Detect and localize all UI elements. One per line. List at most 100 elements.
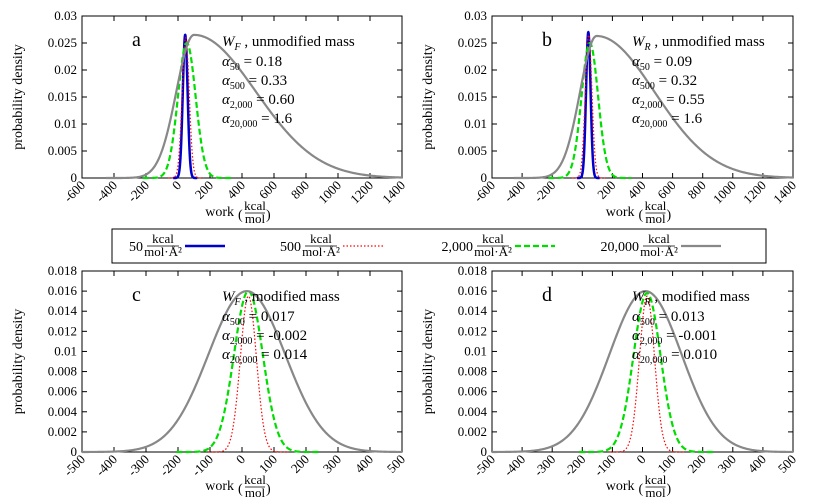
y-axis-label: probability density (421, 44, 436, 149)
series-line-500 (168, 36, 204, 179)
alpha-annotation: α500 = 0.33 (222, 73, 287, 92)
y-axis-label: probability density (421, 309, 436, 414)
x-axis-unit-den: mol (645, 211, 666, 226)
x-tick-label: 0 (233, 452, 248, 467)
x-tick-label: -300 (125, 452, 152, 479)
x-axis-unit-num: kcal (645, 472, 667, 487)
y-tick-label: 0.014 (48, 303, 78, 318)
x-tick-label: -200 (531, 178, 558, 205)
alpha-annotation: α20,000 = 1.6 (632, 111, 703, 130)
x-tick-label: -400 (93, 178, 120, 205)
panel-title: WR , modified mass (632, 289, 750, 308)
alpha-annotation: α50 = 0.09 (632, 54, 692, 73)
y-tick-label: 0.03 (54, 8, 77, 23)
alpha-annotation: α2,000 = -0.002 (222, 328, 307, 347)
y-tick-label: 0.025 (458, 35, 487, 50)
y-tick-label: 0.01 (464, 116, 487, 131)
y-tick-label: 0.002 (48, 424, 77, 439)
panel-c: 0 0.002 0.004 0.006 0.008 0.01 0.012 0.014 0.016… (11, 263, 408, 498)
x-axis-paren-open: ( (238, 208, 243, 223)
x-tick-label: 0 (633, 452, 648, 467)
x-axis-paren-open: ( (639, 208, 644, 223)
y-tick-label: 0.012 (48, 323, 77, 338)
panel-letter: c (132, 284, 141, 306)
alpha-annotation: α2,000 = 0.60 (222, 92, 295, 111)
legend-value: 20,000 (601, 240, 640, 255)
y-tick-label: 0.018 (48, 263, 77, 278)
x-tick-label: 1200 (347, 178, 376, 207)
alpha-annotation: α2,000 = 0.55 (632, 92, 705, 111)
y-tick-label: 0.01 (464, 343, 487, 358)
x-tick-label: -400 (501, 178, 528, 205)
x-tick-label: -500 (61, 452, 88, 479)
y-tick-label: 0.006 (458, 384, 488, 399)
panel-title: WR , unmodified mass (632, 34, 765, 53)
legend-unit-den: mol·Å² (474, 244, 512, 259)
y-tick-label: 0.015 (458, 89, 487, 104)
legend-unit-num: kcal (152, 231, 174, 246)
x-tick-label: 800 (684, 178, 708, 202)
panel-b: 0 0.005 0.01 0.015 0.02 0.025 0.03 -600 -400 -200… (421, 8, 799, 226)
panel-title: WF , modified mass (222, 289, 340, 308)
x-tick-label: -100 (591, 452, 618, 479)
y-tick-label: 0.01 (54, 343, 77, 358)
x-tick-label: -200 (561, 452, 588, 479)
x-tick-label: -100 (189, 452, 216, 479)
y-tick-label: 0.025 (48, 35, 77, 50)
x-tick-label: 800 (288, 178, 312, 202)
x-axis-paren-close: ) (667, 482, 672, 497)
y-tick-label: 0.015 (48, 89, 77, 104)
x-axis-paren-close: ) (266, 208, 271, 223)
x-tick-label: 1000 (710, 178, 739, 207)
x-axis-paren-open: ( (238, 482, 243, 497)
x-tick-label: 1000 (315, 178, 344, 207)
series-line-2000 (142, 41, 231, 180)
x-tick-label: -200 (157, 452, 184, 479)
x-axis-unit-den: mol (645, 485, 666, 498)
series-line-50 (577, 30, 600, 180)
x-axis-unit-den: mol (245, 485, 266, 498)
x-axis-label: work (606, 205, 635, 220)
x-axis-label: work (205, 205, 234, 220)
y-tick-label: 0.016 (48, 283, 78, 298)
y-tick-label: 0.006 (48, 384, 78, 399)
legend-unit-den: mol·Å² (640, 244, 678, 259)
series-line-20000 (513, 34, 794, 180)
series-line-20000 (106, 33, 403, 180)
y-tick-label: 0 (481, 444, 488, 459)
y-tick-label: 0.016 (458, 283, 488, 298)
legend-unit-den: mol·Å² (302, 244, 340, 259)
y-tick-label: 0.012 (458, 323, 487, 338)
x-tick-label: -600 (61, 178, 88, 205)
panel-title: WF , unmodified mass (222, 34, 355, 53)
series-line-50 (173, 33, 198, 180)
panel-letter: b (542, 29, 552, 51)
y-tick-label: 0.008 (458, 364, 487, 379)
x-tick-label: 1400 (379, 178, 408, 207)
y-tick-label: 0.03 (464, 8, 487, 23)
x-axis-unit-num: kcal (645, 198, 667, 213)
x-tick-label: -400 (501, 452, 528, 479)
x-tick-label: 0 (573, 178, 588, 193)
x-tick-label: 400 (352, 452, 376, 476)
y-tick-label: 0.018 (458, 263, 487, 278)
y-axis-label: probability density (11, 44, 26, 149)
panel-a: 0 0.005 0.01 0.015 0.02 0.025 0.03 -600 -400 -200… (11, 8, 408, 226)
y-tick-label: 0.002 (458, 424, 487, 439)
series-line-20000 (82, 290, 402, 454)
x-axis-paren-open: ( (639, 482, 644, 497)
x-axis-unit-num: kcal (244, 472, 266, 487)
x-tick-label: 1400 (770, 178, 799, 207)
y-tick-label: 0.005 (458, 143, 487, 158)
x-tick-label: 400 (745, 452, 769, 476)
panel-letter: d (542, 284, 552, 306)
x-axis-unit-num: kcal (244, 198, 266, 213)
panel-letter: a (132, 29, 141, 51)
alpha-annotation: α50 = 0.18 (222, 54, 282, 73)
x-tick-label: 300 (715, 452, 739, 476)
alpha-annotation: α20,000 = 0.010 (632, 347, 717, 366)
x-tick-label: 0 (169, 178, 184, 193)
panel-d: 0 0.002 0.004 0.006 0.008 0.01 0.012 0.014 0.016… (421, 263, 799, 498)
x-tick-label: -600 (471, 178, 498, 205)
